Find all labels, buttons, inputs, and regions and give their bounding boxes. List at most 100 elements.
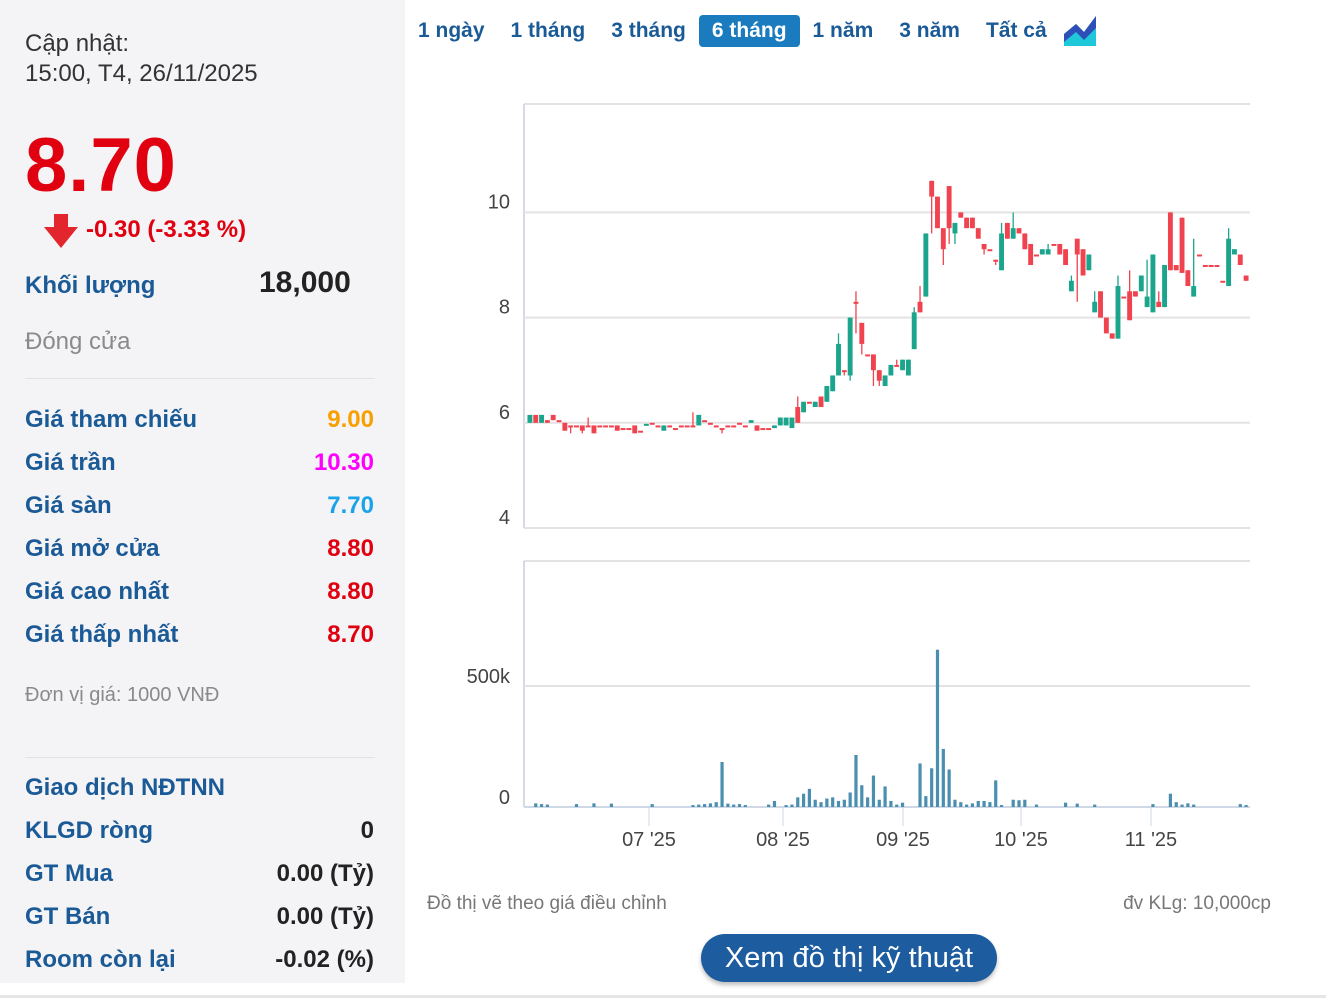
quote-row-label: Giá tham chiếu: [25, 406, 198, 433]
candle-body: [1028, 243, 1034, 265]
tab-1-month[interactable]: 1 tháng: [510, 19, 586, 42]
candle-body: [1098, 291, 1103, 318]
price-tick-label: 10: [488, 191, 510, 213]
candle-body: [952, 222, 958, 234]
candle-body: [632, 425, 638, 434]
candle-body: [533, 414, 539, 423]
volume-bar: [726, 803, 730, 807]
candle-body: [579, 425, 585, 431]
volume-unit-note: đv KLg: 10,000cp: [1123, 893, 1271, 914]
candle-body: [935, 196, 940, 229]
volume-bar: [994, 780, 998, 807]
volume-bar: [545, 804, 549, 807]
tab-6-months[interactable]: 6 tháng: [698, 15, 800, 47]
technical-chart-button[interactable]: Xem đồ thị kỹ thuật: [701, 934, 997, 982]
candle-body: [626, 428, 632, 431]
volume-bar: [650, 804, 654, 807]
volume-bar: [767, 804, 771, 807]
volume-bar: [1151, 804, 1155, 807]
candle-body: [1179, 217, 1185, 273]
tab-3-years[interactable]: 3 năm: [899, 19, 960, 42]
candle-body: [527, 414, 533, 423]
candle-body: [911, 312, 917, 350]
candle-body: [969, 217, 975, 229]
candle-body: [917, 301, 923, 313]
candle-body: [678, 425, 684, 428]
volume-bar: [1063, 802, 1068, 807]
candle-body: [830, 375, 836, 392]
foreign-row-value: 0: [360, 817, 374, 844]
volume-bar: [842, 799, 846, 807]
candle-body: [1034, 254, 1039, 257]
volume-value: 18,000: [259, 266, 351, 299]
candle-body: [993, 259, 999, 262]
price-volume-chart: 4 6 8 10 0 500k 07 '25 08 '25 09 '25 10 '25 11 '25: [467, 103, 1250, 851]
volume-tick-label: 0: [499, 787, 510, 809]
candle-body: [1127, 291, 1133, 321]
foreign-row-label: KLGD ròng: [25, 817, 153, 844]
volume-label: Khối lượng: [25, 272, 156, 299]
volume-bar: [796, 797, 800, 807]
foreign-row-value: 0.00 (Tỷ): [276, 860, 374, 887]
volume-bar: [900, 802, 905, 807]
x-tick-label: 10 '25: [994, 829, 1048, 851]
volume-bar: [1192, 804, 1196, 807]
volume-bar: [1168, 793, 1172, 807]
quote-row-value: 8.80: [327, 578, 374, 605]
area-chart-icon[interactable]: [1063, 16, 1096, 46]
volume-bar: [1011, 799, 1015, 807]
candle-body: [1144, 296, 1150, 308]
candle-body: [620, 428, 626, 431]
x-tick-label: 09 '25: [876, 829, 930, 851]
candle-body: [649, 422, 655, 425]
candle-body: [1237, 254, 1243, 265]
candle-body: [1010, 228, 1016, 239]
candle-body: [731, 425, 737, 428]
candle-body: [562, 422, 568, 431]
volume-bar: [702, 804, 707, 807]
candle-body: [964, 217, 970, 229]
candle-body: [894, 364, 900, 367]
volume-bar: [691, 805, 695, 807]
candle-body: [836, 343, 841, 376]
divider: [0, 995, 1326, 998]
volume-bar: [592, 803, 596, 807]
volume-bar: [831, 797, 835, 807]
market-status: Đóng cửa: [25, 328, 131, 355]
volume-bar: [959, 802, 963, 807]
volume-bar: [935, 649, 940, 807]
candle-body: [772, 425, 777, 429]
price-tick-label: 4: [499, 507, 510, 529]
volume-bar: [982, 800, 986, 807]
candle-body: [946, 186, 952, 229]
candle-body: [1115, 286, 1121, 339]
tab-3-months[interactable]: 3 tháng: [611, 19, 686, 42]
candle-body: [795, 407, 801, 423]
tab-all[interactable]: Tất cả: [985, 19, 1047, 42]
tab-1-day[interactable]: 1 ngày: [418, 19, 485, 42]
volume-bar: [1180, 804, 1184, 807]
candle-body: [900, 359, 906, 371]
candle-body: [544, 420, 550, 423]
candle-body: [841, 370, 847, 373]
candle-body: [870, 354, 876, 371]
candle-body: [667, 425, 673, 428]
candle-body: [801, 401, 807, 413]
volume-bar: [743, 805, 747, 807]
candle-body: [1063, 249, 1069, 265]
volume-bar: [732, 804, 736, 807]
quote-row-value: 8.70: [327, 621, 374, 648]
volume-bar: [965, 804, 969, 807]
candle-body: [1156, 301, 1162, 308]
quote-row-label: Giá thấp nhất: [25, 621, 179, 648]
candle-body: [556, 420, 562, 423]
quote-row-label: Giá trần: [25, 449, 116, 476]
divider: [25, 757, 375, 758]
volume-bar: [1017, 800, 1021, 807]
candle-body: [539, 414, 545, 423]
price-tick-label: 8: [499, 297, 510, 319]
candle-body: [1191, 286, 1197, 297]
candle-body: [1185, 270, 1191, 287]
candle-body: [707, 422, 713, 425]
tab-1-year[interactable]: 1 năm: [812, 19, 874, 42]
